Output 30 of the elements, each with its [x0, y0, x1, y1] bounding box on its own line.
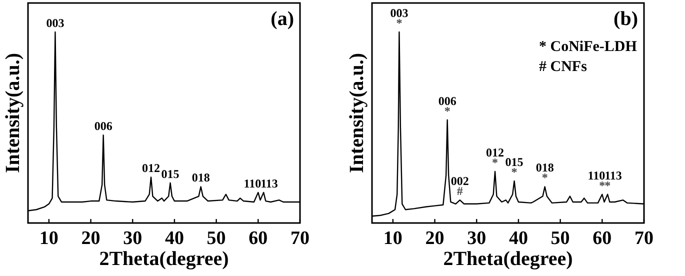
annotation: * CoNiFe-LDH: [539, 39, 638, 55]
annotation: 006: [438, 94, 456, 108]
x-axis-title: 2Theta(degree): [443, 248, 573, 270]
annotation: 015: [161, 166, 180, 181]
x-tick-label: 70: [290, 228, 310, 249]
x-tick-label: 30: [467, 228, 486, 249]
x-tick-label: 30: [123, 228, 142, 249]
x-tick-label: 70: [634, 228, 654, 249]
annotation: 006: [94, 119, 112, 134]
chart-title: (a): [270, 8, 294, 30]
annotation: 003: [46, 16, 64, 30]
annotation: 110: [244, 176, 262, 190]
x-axis-title: 2Theta(degree): [99, 248, 229, 270]
x-tick-label: 20: [425, 228, 444, 249]
annotation: 113: [260, 176, 278, 190]
annotation: 012: [142, 161, 160, 176]
x-tick-label: 20: [81, 228, 100, 249]
annotation: # CNFs: [539, 59, 588, 75]
y-axis-title: Intensity(a.u.): [346, 52, 368, 174]
x-tick-label: 40: [508, 228, 528, 249]
annotation: 018: [192, 170, 210, 185]
x-tick-label: 60: [592, 228, 612, 249]
x-tick-label: 50: [206, 228, 226, 249]
chart-title: (b): [614, 8, 638, 30]
y-axis-title: Intensity(a.u.): [2, 52, 24, 174]
x-tick-label: 10: [383, 228, 402, 249]
x-tick-label: 60: [248, 228, 268, 249]
x-tick-label: 10: [39, 228, 58, 249]
x-tick-label: 50: [550, 228, 570, 249]
x-tick-label: 40: [164, 228, 184, 249]
